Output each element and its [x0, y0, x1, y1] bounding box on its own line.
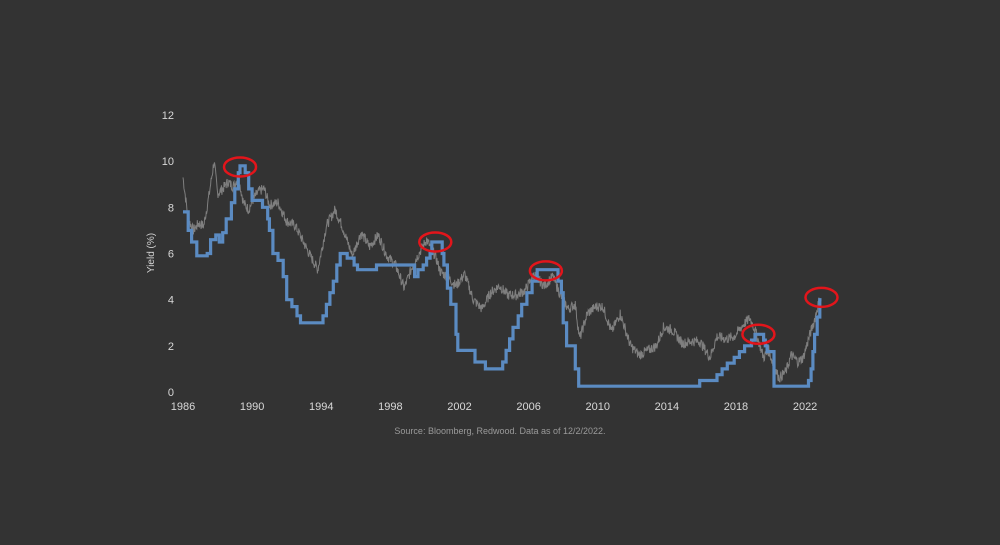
- x-tick-label-1990: 1990: [240, 401, 264, 413]
- x-tick-label-1994: 1994: [309, 401, 333, 413]
- y-tick-label-4: 4: [168, 295, 174, 307]
- policy-rate-line: [183, 164, 822, 388]
- y-tick-label-2: 2: [168, 341, 174, 353]
- y-axis-tick-labels: 0 2 4 6 8 10 12: [162, 110, 174, 399]
- peak-highlight-circle-2: [418, 231, 453, 253]
- x-axis-tick-labels: 1986 1990 1994 1998 2002 2006 2010 2014 2018 2022: [171, 401, 818, 413]
- source-note: Source: Bloomberg, Redwood. Data as of 1…: [394, 426, 605, 436]
- series-layer: [182, 162, 822, 388]
- x-tick-label-2010: 2010: [585, 401, 609, 413]
- y-tick-label-12: 12: [162, 110, 174, 122]
- peak-highlight-circle-4: [741, 323, 776, 346]
- x-tick-label-1986: 1986: [171, 401, 195, 413]
- x-tick-label-2002: 2002: [447, 401, 471, 413]
- x-tick-label-2014: 2014: [655, 401, 679, 413]
- highlight-layer: [222, 156, 839, 346]
- x-tick-label-1998: 1998: [378, 401, 402, 413]
- peak-highlight-circle-3: [528, 260, 564, 282]
- x-tick-label-2018: 2018: [724, 401, 748, 413]
- peak-highlight-circle-5: [804, 286, 839, 309]
- y-tick-label-8: 8: [168, 202, 174, 214]
- y-tick-label-10: 10: [162, 156, 174, 168]
- y-axis-title: Yield (%): [146, 233, 157, 273]
- x-tick-label-2022: 2022: [793, 401, 817, 413]
- peak-highlight-circle-1: [222, 156, 258, 178]
- y-tick-label-0: 0: [168, 387, 174, 399]
- treasury-yield-line: [182, 162, 822, 383]
- x-tick-label-2006: 2006: [516, 401, 540, 413]
- y-tick-label-6: 6: [168, 249, 174, 261]
